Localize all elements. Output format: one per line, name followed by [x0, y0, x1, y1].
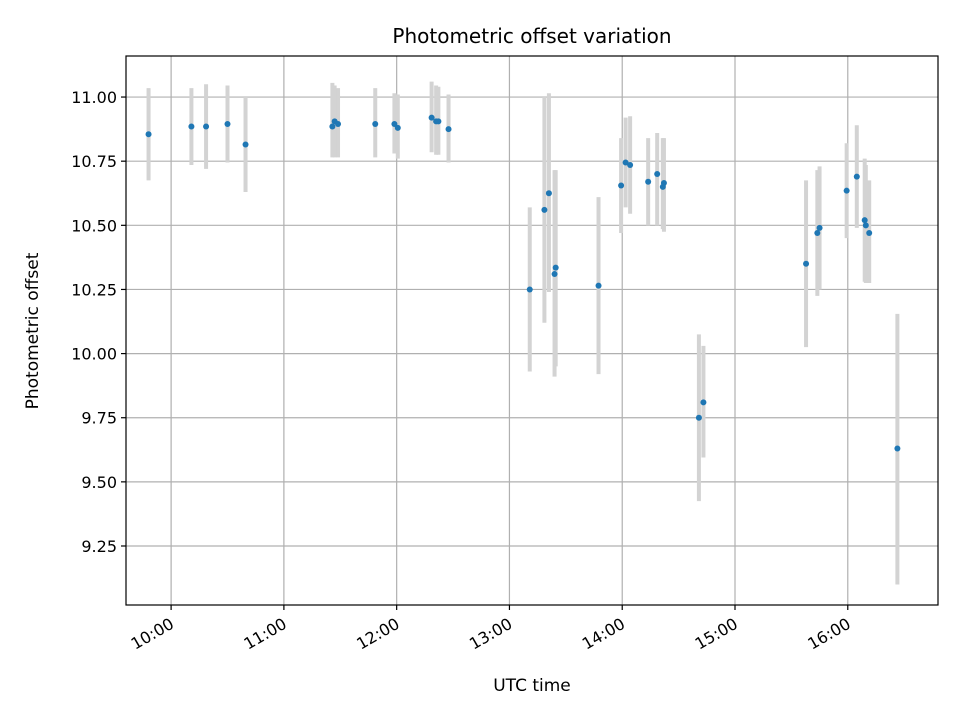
data-point	[329, 123, 336, 130]
data-point	[224, 120, 231, 127]
y-tick-label: 9.50	[81, 473, 117, 492]
data-point	[654, 171, 661, 178]
data-point	[595, 282, 602, 289]
y-tick-label: 9.25	[81, 537, 117, 556]
data-point	[866, 230, 873, 237]
data-point	[445, 126, 452, 133]
y-tick-label: 10.50	[71, 216, 117, 235]
data-point	[843, 187, 850, 194]
data-point	[188, 123, 195, 130]
data-point	[622, 159, 629, 166]
data-point	[660, 179, 667, 186]
data-point	[695, 414, 702, 421]
data-point	[335, 120, 342, 127]
data-point	[861, 217, 868, 224]
y-axis-ticks: 9.25 9.50 9.75 10.00 10.25 10.50 10.75 11.00	[71, 88, 126, 556]
data-point	[203, 123, 210, 130]
data-point	[551, 271, 558, 278]
data-point	[618, 182, 625, 189]
point-layer	[145, 114, 901, 452]
data-point	[372, 120, 379, 127]
chart-title: Photometric offset variation	[392, 24, 671, 48]
data-point	[145, 131, 152, 138]
y-tick-label: 10.25	[71, 280, 117, 299]
x-tick-label: 13:00	[466, 614, 515, 654]
data-point	[803, 260, 810, 267]
data-point	[645, 178, 652, 185]
x-axis-label: UTC time	[493, 676, 571, 696]
data-point	[862, 222, 869, 229]
x-tick-label: 10:00	[128, 614, 177, 654]
data-point	[428, 114, 435, 121]
y-tick-label: 10.00	[71, 345, 117, 364]
data-point	[700, 399, 707, 406]
x-tick-label: 16:00	[804, 614, 853, 654]
x-axis-ticks: 10:00 11:00 12:00 13:00 14:00 15:00 16:00	[128, 605, 854, 654]
data-point	[391, 120, 398, 127]
plot-frame	[125, 55, 939, 606]
data-point	[814, 230, 821, 237]
data-point	[526, 286, 533, 293]
data-point	[853, 173, 860, 180]
data-point	[627, 162, 634, 169]
data-point	[394, 124, 401, 131]
data-point	[552, 264, 559, 271]
x-tick-label: 12:00	[353, 614, 402, 654]
x-tick-label: 11:00	[240, 614, 289, 654]
x-tick-label: 15:00	[692, 614, 741, 654]
x-tick-label: 14:00	[579, 614, 628, 654]
data-point	[816, 224, 823, 231]
y-tick-label: 10.75	[71, 152, 117, 171]
grid-layer	[126, 56, 938, 605]
y-tick-label: 11.00	[71, 88, 117, 107]
data-point	[242, 141, 249, 148]
data-point	[894, 445, 901, 452]
data-point	[541, 206, 548, 213]
y-tick-label: 9.75	[81, 409, 117, 428]
y-axis-label: Photometric offset	[23, 252, 43, 409]
errorbar-layer	[146, 81, 900, 585]
data-point	[545, 190, 552, 197]
data-point	[435, 118, 442, 125]
